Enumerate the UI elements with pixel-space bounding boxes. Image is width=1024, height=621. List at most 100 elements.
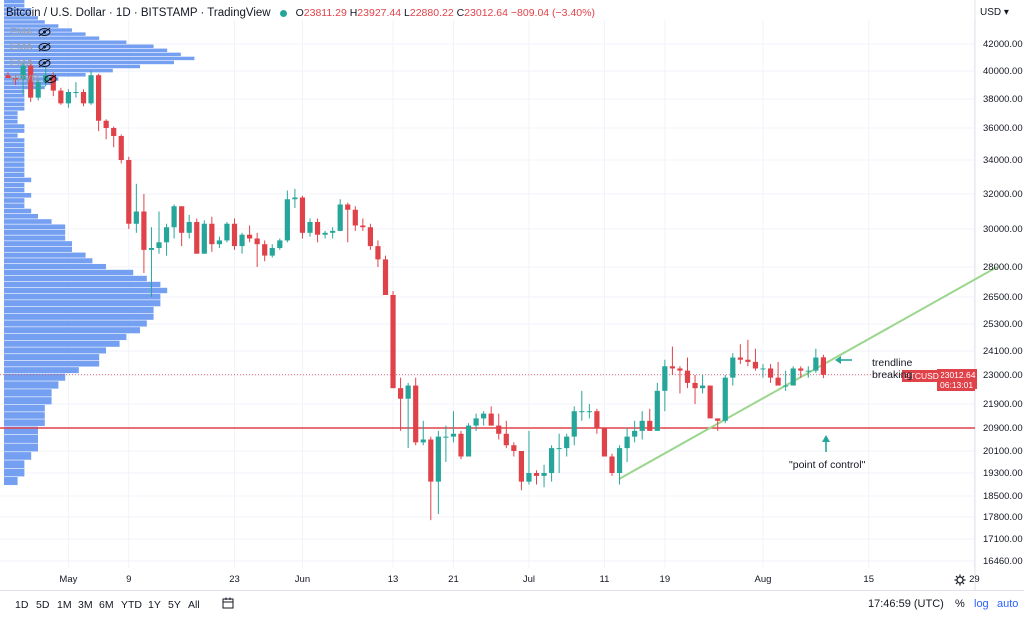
volume-profile-bar — [4, 347, 106, 354]
price-tick-label: 25300.00 — [983, 319, 1023, 330]
candle — [813, 348, 819, 373]
candle-body — [639, 420, 645, 431]
utc-clock[interactable]: 17:46:59 (UTC) — [868, 598, 944, 610]
volume-profile-bar — [4, 28, 72, 32]
candle-body — [254, 238, 260, 245]
candle — [767, 364, 774, 383]
volume-profile-bar — [4, 389, 52, 397]
time-tick-label: 21 — [448, 574, 459, 585]
eye-slash-icon[interactable] — [38, 42, 51, 52]
percent-toggle[interactable]: % — [955, 598, 965, 610]
gear-icon[interactable] — [954, 574, 966, 586]
candle-body — [284, 199, 290, 241]
candle — [382, 255, 389, 295]
date-range-icon[interactable] — [222, 597, 234, 609]
volume-profile-bar — [4, 85, 45, 90]
candle — [231, 218, 238, 250]
candle — [277, 238, 283, 250]
volume-profile-bar — [4, 182, 25, 188]
candle-body — [707, 385, 713, 419]
indicator-ema-1[interactable]: EMA — [10, 26, 51, 38]
candle — [398, 377, 404, 431]
volume-profile-bar — [4, 293, 161, 300]
auto-toggle[interactable]: auto — [997, 598, 1019, 610]
timeframe-5y[interactable]: 5Y — [168, 599, 181, 611]
log-toggle[interactable]: log — [974, 598, 989, 610]
volume-profile-bar — [4, 477, 18, 486]
candle — [367, 223, 373, 250]
candle-body — [654, 390, 660, 431]
eye-slash-icon[interactable] — [38, 58, 51, 68]
candle — [639, 411, 645, 440]
candle-body — [556, 448, 562, 450]
volume-profile-bar — [4, 64, 140, 69]
candle-body — [783, 385, 789, 387]
volume-profile-bar — [4, 275, 147, 282]
candle — [496, 413, 502, 440]
volume-profile-bar — [4, 167, 25, 172]
price-tick-label: 18500.00 — [983, 491, 1023, 502]
candle — [700, 375, 706, 394]
indicator-ema-3[interactable]: EMA — [10, 57, 51, 69]
candle — [564, 433, 570, 457]
volume-profile-bar — [4, 306, 154, 314]
candle-body — [473, 418, 479, 426]
timeframe-1m[interactable]: 1M — [57, 599, 72, 611]
candle-body — [179, 206, 185, 233]
candle — [209, 216, 215, 252]
candle — [216, 236, 222, 248]
volume-profile-bar — [4, 12, 32, 16]
candle-body — [322, 232, 328, 235]
candle-body — [745, 359, 751, 362]
candle-body — [231, 223, 238, 247]
candle — [465, 423, 472, 457]
candle-body — [405, 385, 411, 399]
timeframe-1y[interactable]: 1Y — [148, 599, 161, 611]
price-tick-label: 32000.00 — [983, 189, 1023, 200]
candle — [488, 406, 494, 426]
volume-profile-bar — [4, 340, 120, 347]
timeframe-ytd[interactable]: YTD — [121, 599, 142, 611]
volume-profile-bar — [4, 203, 25, 209]
indicator-vpvr[interactable]: VPVR — [10, 73, 57, 85]
price-tick-label: 16460.00 — [983, 556, 1023, 567]
timeframe-6m[interactable]: 6M — [99, 599, 114, 611]
indicator-ema-2[interactable]: EMA — [10, 41, 51, 53]
volume-profile-bar — [4, 404, 45, 412]
candle — [224, 222, 230, 243]
currency-selector[interactable]: USD ▾ — [980, 7, 1009, 18]
candle-body — [488, 413, 494, 426]
candle-body — [677, 368, 683, 371]
candle — [654, 382, 660, 431]
timeframe-3m[interactable]: 3M — [78, 599, 93, 611]
candle — [616, 445, 623, 485]
time-tick-label: 11 — [600, 574, 610, 585]
candle — [322, 230, 328, 239]
candle — [790, 366, 796, 386]
candle — [247, 225, 253, 243]
price-tick-label: 42000.00 — [983, 39, 1023, 50]
volume-profile-bar — [4, 106, 25, 111]
candle — [254, 232, 260, 267]
candle — [752, 348, 759, 371]
eye-slash-icon[interactable] — [44, 74, 57, 84]
candle-body — [148, 248, 155, 250]
candle — [775, 361, 781, 386]
volume-profile — [4, 0, 195, 486]
timeframe-1d[interactable]: 1D — [15, 599, 29, 611]
timeframe-all[interactable]: All — [188, 599, 200, 611]
price-axis: 42000.00 40000.00 38000.00 36000.00 34000.00… — [983, 39, 1023, 567]
timeframe-5d[interactable]: 5D — [36, 599, 50, 611]
candle — [601, 428, 608, 457]
volume-profile-bar — [4, 269, 134, 276]
volume-profile-bar — [4, 162, 25, 167]
eye-slash-icon[interactable] — [38, 27, 51, 37]
candle-body — [201, 223, 207, 254]
candle-body — [601, 428, 608, 457]
candle — [352, 206, 358, 231]
candle-body — [277, 240, 283, 248]
candle — [556, 433, 562, 473]
candle — [390, 291, 396, 389]
candle-body — [80, 92, 87, 104]
